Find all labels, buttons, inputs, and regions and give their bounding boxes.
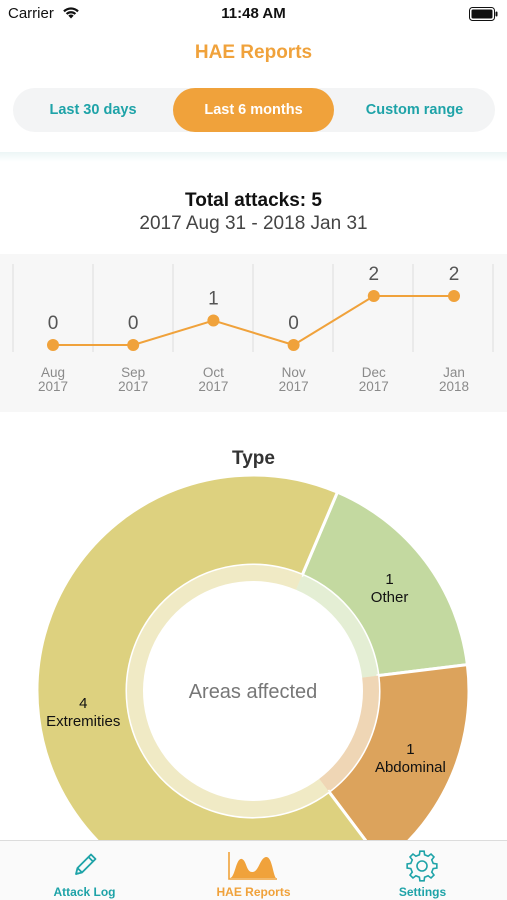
tab-hae-reports[interactable]: HAE Reports	[169, 841, 338, 900]
total-attacks-label: Total attacks: 5	[185, 190, 322, 211]
range-option-last-6-months[interactable]: Last 6 months	[173, 88, 334, 132]
area-chart-icon	[228, 852, 277, 880]
slice-value-label: 1	[385, 571, 393, 588]
slice-name-label: Abdominal	[375, 759, 446, 776]
data-label: 2	[449, 264, 460, 285]
date-range-label: 2017 Aug 31 - 2018 Jan 31	[139, 213, 368, 234]
x-tick-label-year: 2017	[118, 379, 148, 394]
pie-slice-inner-rim	[127, 565, 329, 817]
donut-hole	[144, 582, 362, 800]
x-tick-label-month: Jan	[443, 365, 465, 380]
slice-name-label: Other	[371, 589, 409, 606]
data-point	[47, 339, 59, 351]
x-tick-label-month: Sep	[121, 365, 145, 380]
tab-attack-log-label: Attack Log	[53, 885, 116, 899]
gear-icon	[406, 850, 438, 882]
pie-slice-abdominal	[326, 663, 471, 840]
data-label: 0	[288, 313, 299, 334]
page-title: HAE Reports	[194, 42, 313, 63]
x-tick-label-month: Nov	[282, 365, 306, 380]
data-label: 0	[48, 313, 59, 334]
carrier-label: Carrier	[8, 5, 54, 22]
battery-icon	[469, 7, 498, 21]
tab-hae-reports-label: HAE Reports	[216, 885, 291, 899]
x-tick-label-year: 2017	[279, 379, 309, 394]
data-point	[448, 290, 460, 302]
data-label: 0	[128, 313, 139, 334]
wifi-icon	[63, 7, 79, 19]
pie-slice-inner-rim	[319, 675, 379, 792]
slice-value-label: 1	[406, 741, 414, 758]
x-tick-label-month: Oct	[203, 365, 224, 380]
header-divider	[0, 152, 507, 162]
x-tick-label-month: Aug	[41, 365, 65, 380]
data-label: 2	[369, 264, 380, 285]
data-point	[127, 339, 140, 351]
x-tick-label-year: 2018	[439, 379, 469, 394]
x-tick-label-month: Dec	[362, 365, 386, 380]
type-chart-title: Type	[232, 448, 275, 469]
type-donut-chart: 1 Other 1 Abdominal 4 Extremities Areas affect…	[0, 470, 507, 840]
data-point	[287, 339, 300, 351]
line-chart-svg: 0Aug20170Sep20171Oct20170Nov20172Dec2017…	[12, 264, 494, 394]
data-label: 1	[208, 289, 219, 310]
x-tick-label-year: 2017	[38, 379, 68, 394]
slice-value-label: 4	[79, 695, 87, 712]
x-tick-label-year: 2017	[198, 379, 228, 394]
data-point	[207, 314, 220, 327]
tab-bar: Attack Log HAE Reports Settings	[0, 840, 507, 900]
donut-center-label: Areas affected	[189, 681, 318, 703]
x-tick-label-year: 2017	[359, 379, 389, 394]
pie-slice-inner-rim	[295, 575, 379, 678]
tab-attack-log[interactable]: Attack Log	[0, 841, 169, 900]
range-option-last-30-days[interactable]: Last 30 days	[49, 102, 137, 118]
tab-settings[interactable]: Settings	[338, 841, 507, 900]
range-selector: Last 30 days Last 6 months Custom range	[13, 88, 495, 132]
pie-slice-extremities	[35, 473, 368, 840]
pencil-icon	[75, 853, 97, 875]
data-point	[367, 290, 380, 302]
tab-settings-label: Settings	[398, 885, 447, 899]
attacks-line-chart: 0 Aug 2017 0 Sep 2017 1 Oct 2017 0 Nov 2017 2 Dec 2017…	[0, 254, 507, 412]
slice-name-label: Extremities	[46, 713, 120, 730]
status-bar: Carrier 11:48 AM	[0, 0, 507, 30]
range-option-custom-range[interactable]: Custom range	[365, 102, 464, 118]
clock: 11:48 AM	[221, 5, 286, 22]
series-line	[53, 295, 454, 347]
